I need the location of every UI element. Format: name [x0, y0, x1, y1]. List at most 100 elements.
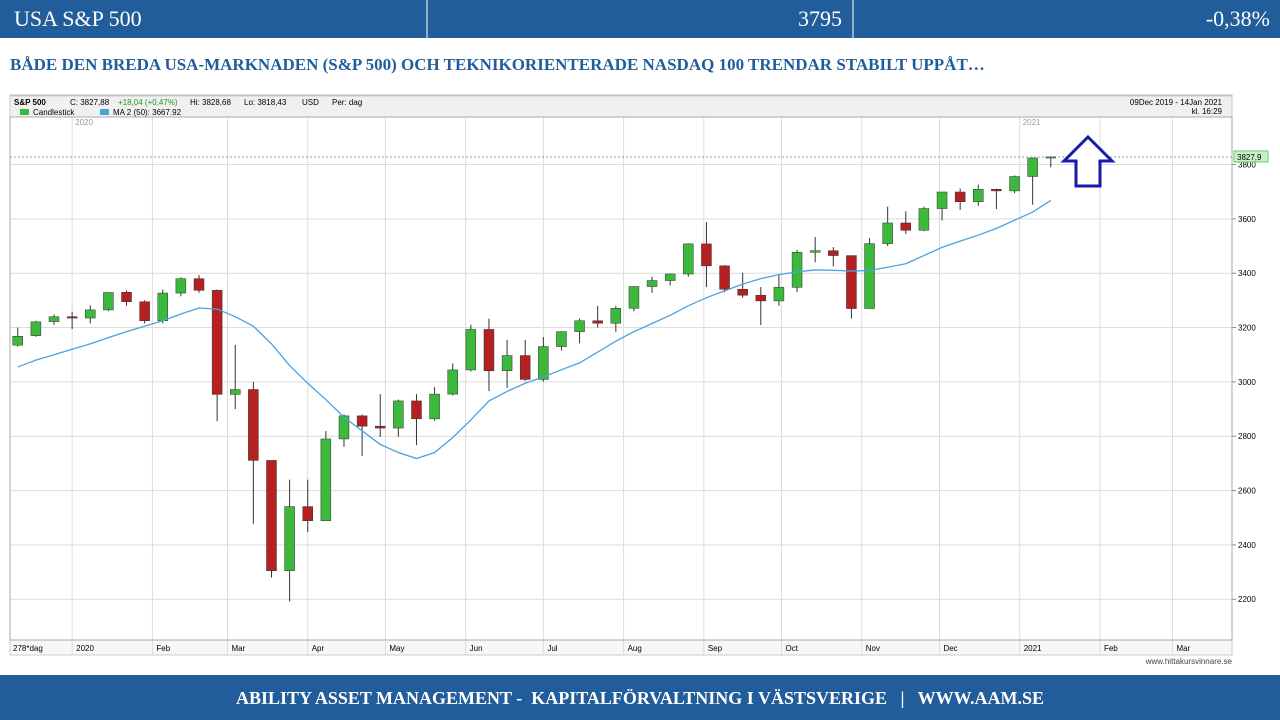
candle-body — [936, 191, 948, 209]
info-change: +18,04 (+0,47%) — [118, 98, 178, 107]
ma-line — [17, 199, 1052, 460]
x-tick-label: Jul — [547, 644, 557, 653]
candle-body — [266, 460, 277, 571]
candle-body — [809, 250, 821, 253]
source: www.hittakursvinnare.se — [1145, 657, 1233, 666]
candle-body — [411, 400, 422, 420]
y-tick-label: 3200 — [1238, 324, 1256, 333]
x-tick-label: Sep — [708, 644, 723, 653]
candle-body — [991, 189, 1002, 192]
legend-label: Candlestick — [33, 108, 75, 117]
candle-body — [338, 415, 350, 440]
y-tick-label: 3000 — [1238, 378, 1256, 387]
candle-body — [175, 278, 187, 294]
info-range: 09Dec 2019 - 14Jan 2021 — [1130, 98, 1223, 107]
candle-body — [1045, 156, 1057, 159]
x-tick-label: Oct — [786, 644, 799, 653]
candle-body — [755, 294, 767, 302]
x-tick-label: Feb — [1104, 644, 1118, 653]
candle-body — [954, 191, 966, 203]
x-tick-label: Mar — [231, 644, 245, 653]
x-tick-label: 2021 — [1024, 644, 1042, 653]
info-time: kl. 16:29 — [1192, 107, 1223, 116]
candle-body — [356, 415, 368, 427]
candle-body — [66, 316, 78, 319]
legend-swatch — [100, 109, 109, 115]
header-change: -0,38% — [1206, 6, 1270, 31]
candle-body — [882, 222, 893, 244]
x-tick-label: May — [389, 644, 404, 653]
up-arrow — [1060, 134, 1116, 188]
last-price-box — [1233, 150, 1269, 163]
candle-body — [828, 250, 839, 256]
candle-body — [284, 506, 295, 571]
candle-body — [1009, 176, 1020, 192]
candle-body — [519, 355, 531, 380]
candle-body — [701, 243, 712, 267]
y-tick-label: 2200 — [1238, 595, 1256, 604]
candle-body — [230, 389, 241, 395]
x-tick-label: Nov — [866, 644, 880, 653]
x-tick-label: Feb — [156, 644, 170, 653]
info-currency: USD — [302, 98, 319, 107]
candle-body — [574, 320, 585, 332]
year-mark: 2020 — [75, 118, 93, 127]
candle-body — [483, 329, 495, 372]
x-tick-label: Aug — [628, 644, 642, 653]
x-tick-label: 2020 — [76, 644, 94, 653]
header-title: USA S&P 500 — [14, 6, 142, 31]
x-tick-label: Jun — [470, 644, 483, 653]
candle-body — [846, 255, 857, 309]
info-high: Hi: 3828,68 — [190, 98, 231, 107]
candle-body — [30, 321, 42, 336]
chart-frame — [9, 94, 1233, 656]
candle-body — [683, 243, 694, 275]
candle-body — [501, 355, 513, 372]
candle-body — [211, 290, 223, 395]
candle-body — [429, 393, 440, 420]
footer-text: ABILITY ASSET MANAGEMENT - KAPITALFÖRVAL… — [236, 688, 1044, 708]
candle-body — [248, 389, 259, 461]
candle-body — [719, 265, 730, 290]
candle-body — [465, 329, 477, 371]
candle-body — [538, 346, 549, 380]
candle-body — [628, 286, 640, 309]
candle-body — [374, 425, 386, 429]
candle-body — [447, 369, 458, 395]
candle-body — [664, 273, 676, 281]
candle-body — [139, 301, 150, 322]
x-tick-label: Mar — [1176, 644, 1190, 653]
y-tick-label: 3800 — [1238, 161, 1256, 170]
plot-border — [9, 116, 1233, 641]
bar-count: 278*dag — [13, 644, 43, 653]
footer-bar — [0, 675, 1280, 720]
candle-body — [791, 252, 803, 288]
candle-body — [737, 289, 748, 296]
info-symbol: S&P 500 — [14, 98, 46, 107]
header-value: 3795 — [798, 6, 842, 31]
candle-body — [1027, 157, 1038, 177]
candle-body — [48, 316, 60, 322]
y-tick-label: 3600 — [1238, 215, 1256, 224]
candle-body — [900, 222, 912, 231]
y-tick-label: 2400 — [1238, 541, 1256, 550]
y-tick-label: 3400 — [1238, 269, 1256, 278]
candle-body — [592, 320, 603, 324]
candle-body — [320, 438, 332, 521]
candle-body — [193, 278, 205, 291]
info-low: Lo: 3818,43 — [244, 98, 287, 107]
x-tick-label: Dec — [943, 644, 957, 653]
candle-body — [646, 280, 658, 287]
info-close: C: 3827,88 — [70, 98, 110, 107]
x-tick-label: Apr — [312, 644, 325, 653]
headline: BÅDE DEN BREDA USA-MARKNADEN (S&P 500) O… — [10, 55, 985, 74]
candle-body — [157, 292, 168, 322]
header-bar — [0, 0, 1280, 38]
candle-body — [85, 309, 96, 319]
candle-body — [973, 189, 984, 203]
candle-body — [864, 243, 875, 309]
candle-body — [393, 400, 404, 429]
chart: S&P 500 C: 3827,88 +18,04 (+0,47%) Hi: 3828… — [9, 98, 1269, 666]
